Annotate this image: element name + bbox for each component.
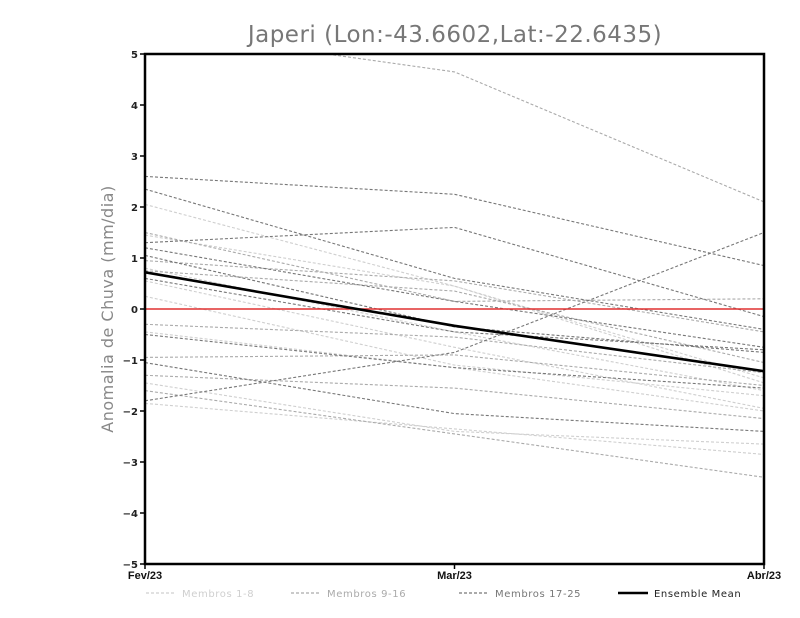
member-line-group2-8 (145, 390, 764, 478)
x-tick-label: Mar/23 (437, 570, 472, 582)
legend: Membros 1-8 Membros 9-16 Membros 17-25 Ense… (146, 589, 741, 600)
member-line-group3-7 (145, 333, 764, 389)
member-line-group1-8 (145, 402, 764, 455)
y-tick-label: 5 (131, 50, 138, 61)
y-tick-label: −3 (123, 458, 138, 469)
x-tick-label: Fev/23 (128, 570, 162, 582)
y-tick-label: 0 (131, 305, 138, 316)
member-line-group2-5 (145, 323, 764, 374)
member-line-group3-1 (145, 175, 764, 267)
member-line-group2-7 (145, 374, 764, 420)
member-line-group2-6 (145, 354, 764, 387)
chart-title: Japeri (Lon:-43.6602,Lat:-22.6435) (246, 22, 662, 48)
y-tick-label: −5 (123, 560, 138, 571)
y-tick-label: 2 (131, 203, 138, 214)
legend-label: Membros 17-25 (495, 589, 581, 600)
y-tick-label: −4 (123, 509, 138, 520)
member-line-group1-6 (145, 331, 764, 412)
plot-area (145, 54, 764, 478)
axes: −5 −4 −3 −2 −1 0 1 2 3 4 5 Fev/23 Mar/23 Abr/23 (123, 50, 781, 582)
legend-label: Ensemble Mean (654, 589, 741, 600)
legend-label: Membros 1-8 (182, 589, 254, 600)
x-tick-label: Abr/23 (747, 570, 781, 582)
member-line-group2-2 (145, 231, 764, 302)
member-line-group3-5 (145, 254, 764, 353)
y-axis-label: Anomalia de Chuva (mm/dia) (98, 185, 117, 432)
member-line-group1-4 (145, 280, 764, 409)
member-line-group3-2 (145, 188, 764, 330)
ensemble-mean-line (145, 271, 764, 373)
member-line-group3-6 (145, 277, 764, 351)
y-tick-label: −2 (123, 407, 138, 418)
member-line-group1-1 (145, 203, 764, 379)
y-tick-label: 4 (131, 101, 138, 112)
y-tick-label: 3 (131, 152, 138, 163)
member-line-group3-3 (145, 226, 764, 318)
member-line-group3-8 (145, 362, 764, 432)
member-line-group3-4 (145, 247, 764, 348)
member-line-group1-7 (145, 382, 764, 445)
legend-label: Membros 9-16 (327, 589, 406, 600)
y-tick-label: 1 (131, 254, 138, 265)
y-tick-label: −1 (123, 356, 138, 367)
member-line-group2-3 (145, 260, 764, 333)
member-line-group1-5 (145, 295, 764, 397)
member-line-group2-4 (145, 270, 764, 364)
member-line-group2-1 (322, 54, 764, 203)
